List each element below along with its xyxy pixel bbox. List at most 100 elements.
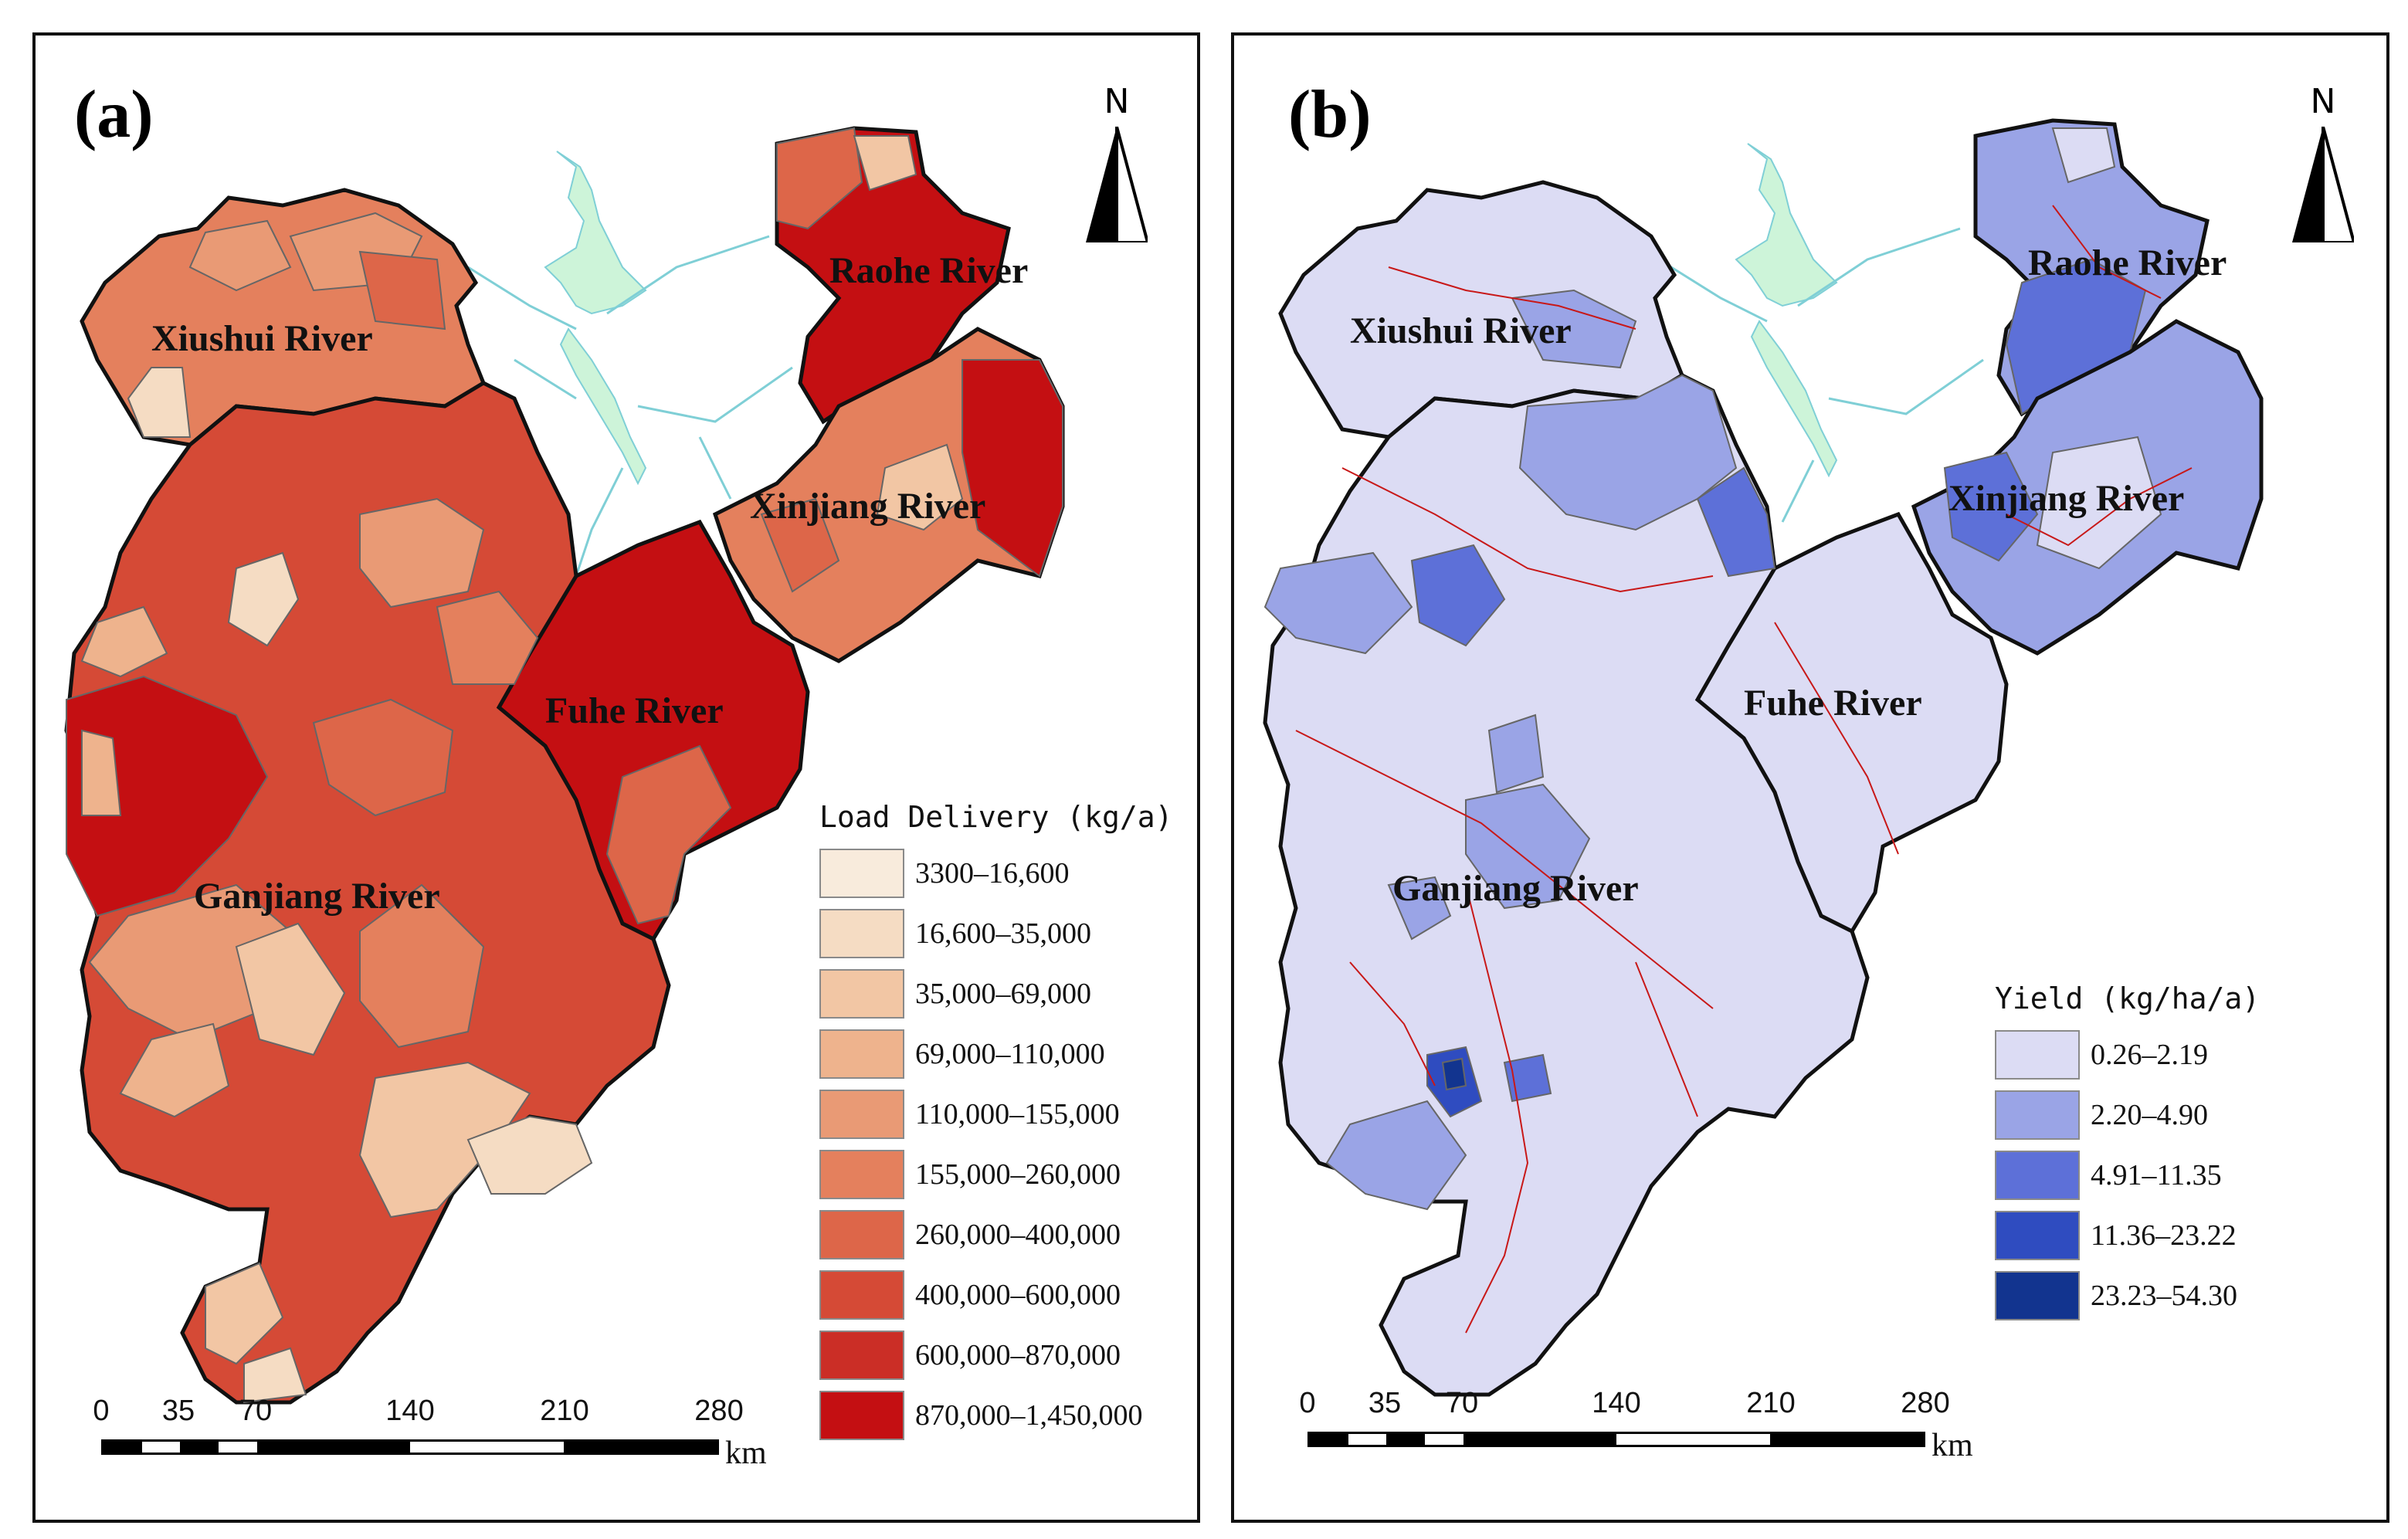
legend-title-b: Yield (kg/ha/a) <box>1995 981 2260 1015</box>
region-xiushui <box>1278 180 1685 439</box>
panel-label-a: (a) <box>74 77 154 152</box>
legend-swatch <box>1995 1090 2080 1140</box>
legend-swatch <box>819 1150 904 1199</box>
basin-map-b: Xiushui River Raohe River Xinjiang River… <box>1263 118 2264 1397</box>
scale-segment <box>1386 1434 1425 1445</box>
legend-label: 69,000–110,000 <box>915 1038 1105 1070</box>
legend-item: 155,000–260,000 <box>819 1144 1173 1205</box>
legend-item: 35,000–69,000 <box>819 964 1173 1024</box>
legend-label: 2.20–4.90 <box>2091 1099 2208 1131</box>
legend-label: 23.23–54.30 <box>2091 1280 2237 1312</box>
poyang-lake-arm <box>559 327 647 486</box>
legend-item: 4.91–11.35 <box>1995 1145 2260 1205</box>
scale-tick-label: 140 <box>1592 1387 1641 1419</box>
north-arrow-icon <box>1086 127 1148 242</box>
scale-bar-a: 0 35 70 140 210 280 km <box>93 1395 766 1480</box>
scale-segment <box>563 1442 717 1453</box>
lake-streams <box>467 235 793 577</box>
map-panel-b: (b) N Xiushui River <box>1231 32 2389 1523</box>
river-label-raohe: Raohe River <box>2028 242 2227 283</box>
legend-label: 110,000–155,000 <box>915 1098 1120 1131</box>
scale-tick-label: 0 <box>1299 1387 1316 1419</box>
scale-tick-label: 70 <box>1445 1387 1479 1419</box>
scale-bar-track-b <box>1307 1432 1925 1447</box>
north-arrow-b: N <box>2281 82 2366 252</box>
legend-item: 0.26–2.19 <box>1995 1025 2260 1085</box>
legend-swatch <box>819 1270 904 1320</box>
river-label-raohe: Raohe River <box>829 250 1028 291</box>
legend-item: 3300–16,600 <box>819 843 1173 903</box>
scale-segment <box>1769 1434 1923 1445</box>
lake-streams <box>1658 227 1984 523</box>
legend-label: 0.26–2.19 <box>2091 1039 2208 1071</box>
legend-label: 35,000–69,000 <box>915 978 1091 1010</box>
scale-tick-label: 280 <box>694 1395 744 1427</box>
legend-item: 16,600–35,000 <box>819 903 1173 964</box>
legend-label: 600,000–870,000 <box>915 1339 1121 1371</box>
legend-label: 16,600–35,000 <box>915 917 1091 950</box>
legend-swatch <box>819 969 904 1019</box>
legend-label: 870,000–1,450,000 <box>915 1399 1143 1432</box>
legend-swatch <box>819 1391 904 1440</box>
scale-segment <box>256 1442 410 1453</box>
scale-segment <box>180 1442 219 1453</box>
legend-label: 155,000–260,000 <box>915 1158 1121 1191</box>
legend-a: Load Delivery (kg/a) 3300–16,600 16,600–3… <box>819 800 1173 1446</box>
legend-item: 2.20–4.90 <box>1995 1085 2260 1145</box>
legend-item: 400,000–600,000 <box>819 1265 1173 1325</box>
legend-swatch <box>1995 1151 2080 1200</box>
legend-title-a: Load Delivery (kg/a) <box>819 800 1173 834</box>
river-label-ganjiang: Ganjiang River <box>1392 868 1639 909</box>
north-arrow-a: N <box>1074 82 1159 252</box>
river-label-xinjiang: Xinjiang River <box>750 486 985 527</box>
scale-segment <box>141 1442 181 1453</box>
scale-tick-label: 35 <box>161 1395 195 1427</box>
legend-b: Yield (kg/ha/a) 0.26–2.19 2.20–4.90 4.91–1… <box>1995 981 2260 1326</box>
stream-network <box>1295 205 2193 1334</box>
legend-item: 11.36–23.22 <box>1995 1205 2260 1266</box>
scale-tick-label: 210 <box>540 1395 589 1427</box>
river-label-fuhe: Fuhe River <box>1744 683 1922 724</box>
legend-swatch <box>819 909 904 958</box>
legend-swatch <box>1995 1211 2080 1260</box>
legend-item: 110,000–155,000 <box>819 1084 1173 1144</box>
scale-segment <box>1463 1434 1616 1445</box>
legend-item: 600,000–870,000 <box>819 1325 1173 1385</box>
legend-item: 23.23–54.30 <box>1995 1266 2260 1326</box>
poyang-lake <box>1735 143 1838 307</box>
scale-segment <box>1310 1434 1348 1445</box>
scale-unit-a: km <box>725 1436 767 1471</box>
scale-tick-label: 210 <box>1746 1387 1796 1419</box>
legend-item: 870,000–1,450,000 <box>819 1385 1173 1446</box>
scale-segment <box>1424 1434 1463 1445</box>
river-label-xinjiang: Xinjiang River <box>1948 478 2184 519</box>
scale-segment <box>410 1442 564 1453</box>
legend-label: 400,000–600,000 <box>915 1279 1121 1311</box>
scale-segment <box>1616 1434 1770 1445</box>
legend-swatch <box>819 1029 904 1079</box>
scale-tick-label: 35 <box>1368 1387 1402 1419</box>
river-label-ganjiang: Ganjiang River <box>194 876 440 917</box>
north-letter-a: N <box>1104 82 1130 121</box>
legend-label: 260,000–400,000 <box>915 1219 1121 1251</box>
scale-segment <box>103 1442 142 1453</box>
map-panel-a: (a) N <box>32 32 1200 1523</box>
legend-label: 11.36–23.22 <box>2091 1219 2237 1252</box>
scale-unit-b: km <box>1931 1428 1973 1463</box>
legend-swatch <box>819 1331 904 1380</box>
legend-swatch <box>819 1210 904 1259</box>
poyang-lake <box>544 151 647 315</box>
legend-swatch <box>1995 1030 2080 1080</box>
north-arrow-icon <box>2292 127 2354 242</box>
scale-tick-label: 140 <box>385 1395 435 1427</box>
river-label-fuhe: Fuhe River <box>545 690 724 731</box>
panel-label-b: (b) <box>1288 77 1372 152</box>
poyang-lake-arm <box>1750 320 1838 478</box>
north-letter-b: N <box>2310 82 2336 121</box>
scale-tick-label: 70 <box>239 1395 273 1427</box>
scale-segment <box>1348 1434 1387 1445</box>
legend-item: 260,000–400,000 <box>819 1205 1173 1265</box>
basin-map-a: Xiushui River Raohe River Xinjiang River… <box>64 126 1065 1405</box>
legend-item: 69,000–110,000 <box>819 1024 1173 1084</box>
scale-bar-track-a <box>101 1439 719 1455</box>
